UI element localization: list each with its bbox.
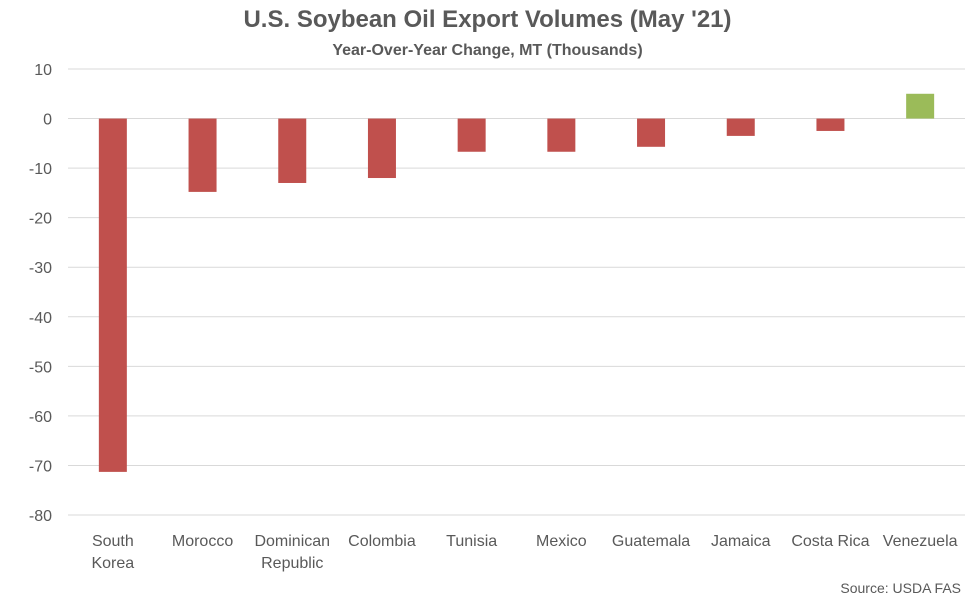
y-tick-label: -60 [29,409,52,426]
y-tick-label: -20 [29,211,52,228]
y-tick-label: -70 [29,458,52,475]
chart-subtitle: Year-Over-Year Change, MT (Thousands) [332,42,643,59]
x-tick-label: Colombia [348,533,416,550]
bar [457,118,486,152]
y-tick-label: -30 [29,260,52,277]
y-tick-label: -50 [29,359,52,376]
y-tick-label: 10 [34,62,52,79]
x-tick-label: Morocco [172,533,233,550]
x-tick-label: Costa Rica [791,533,869,550]
x-tick-label: South Korea [91,533,134,572]
y-tick-label: -40 [29,310,52,327]
y-tick-label: -80 [29,508,52,525]
bar [367,118,396,179]
x-tick-label: Mexico [536,533,587,550]
x-tick-label: Tunisia [446,533,497,550]
y-tick-label: -10 [29,161,52,178]
chart-title: U.S. Soybean Oil Export Volumes (May '21… [243,6,732,33]
bar [98,118,127,472]
bar [637,118,666,147]
bar [547,118,576,152]
bar [816,118,845,131]
bar [188,118,217,192]
bar [726,118,755,136]
y-tick-label: 0 [43,112,52,129]
x-tick-label: Dominican Republic [254,533,330,572]
source-note: Source: USDA FAS [840,580,961,596]
x-tick-label: Guatemala [612,533,690,550]
bar [278,118,307,183]
x-tick-label: Jamaica [711,533,771,550]
bar [906,93,935,119]
x-tick-label: Venezuela [883,533,958,550]
